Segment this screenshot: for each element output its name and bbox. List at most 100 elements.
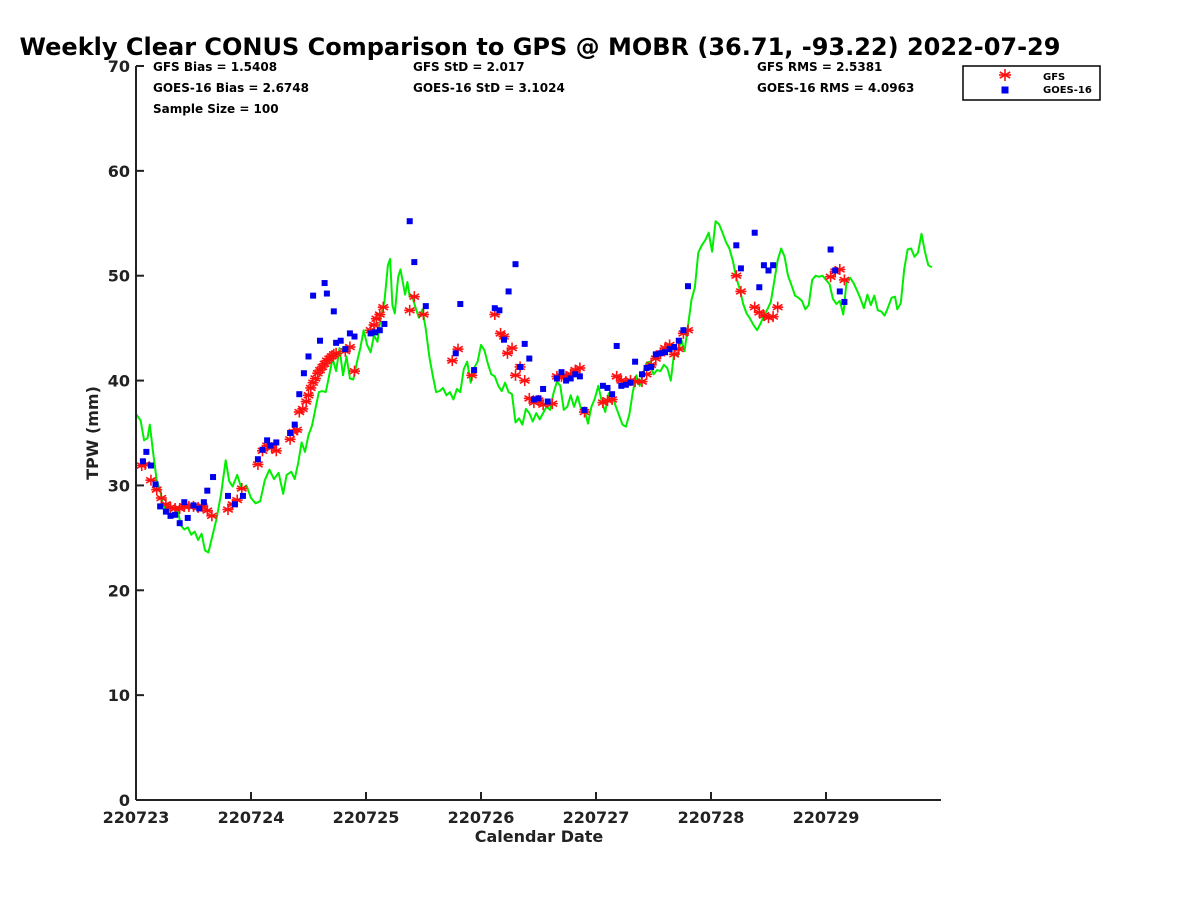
gfs-point (574, 362, 586, 374)
goes-16-point (521, 340, 528, 347)
gfs-point (636, 376, 648, 388)
stat-gfs-bias: GFS Bias = 1.5408 (153, 60, 277, 74)
goes-16-point (239, 492, 246, 499)
gfs-point (374, 309, 386, 321)
goes-16-point (765, 267, 772, 274)
goes-16-point (333, 339, 340, 346)
goes-16-point (563, 377, 570, 384)
goes-16-point (152, 481, 159, 488)
chart-title: Weekly Clear CONUS Comparison to GPS @ M… (20, 33, 1061, 61)
goes-16-point (372, 329, 379, 336)
goes-16-point (406, 218, 413, 225)
gfs-point (297, 403, 309, 415)
goes-16-point (639, 371, 645, 378)
gfs-point (252, 458, 264, 470)
goes-16-point (351, 333, 358, 340)
goes-16-point (291, 421, 298, 428)
stat-goes-std: GOES-16 StD = 3.1024 (413, 81, 565, 95)
gfs-point (510, 369, 521, 381)
goes-16-point (273, 439, 280, 446)
gfs-point (309, 372, 321, 384)
gfs-point (404, 304, 416, 316)
goes-16-point (254, 456, 261, 463)
goes-16-point (666, 346, 673, 353)
goes-16-point (501, 336, 507, 343)
legend-gfs-marker (999, 69, 1011, 81)
gfs-point (825, 271, 837, 283)
goes-16-point (367, 330, 374, 337)
goes-16-point (657, 350, 664, 357)
series-goes-16 (139, 218, 848, 527)
goes-16-point (544, 398, 551, 405)
goes-16-point (300, 370, 307, 377)
y-tick-label: 70 (108, 57, 130, 76)
goes-16-point (200, 499, 207, 506)
goes-16-point (317, 337, 323, 344)
goes-16-point (648, 363, 655, 370)
y-tick-label: 20 (108, 581, 130, 600)
goes-16-point (512, 261, 519, 268)
series-gps-line (135, 220, 933, 554)
gfs-point (377, 301, 389, 313)
goes-16-point (553, 375, 560, 382)
goes-16-point (176, 520, 183, 527)
goes-16-point (147, 462, 154, 469)
goes-16-point (264, 437, 271, 444)
goes-16-point (184, 514, 191, 521)
y-tick-label: 50 (108, 267, 130, 286)
goes-16-point (632, 358, 639, 365)
goes-16-point (337, 337, 344, 344)
goes-16-point (576, 373, 583, 380)
legend-gfs-asterisk (999, 69, 1011, 81)
gfs-point (772, 301, 784, 313)
goes-16-point (662, 349, 668, 356)
goes-16-point (496, 307, 503, 314)
goes-16-point (526, 355, 533, 362)
goes-16-point (287, 430, 294, 436)
axes: 0 10 20 30 40 50 60 70 220723 220724 220725 220726 2… (103, 57, 941, 827)
goes-16-point (321, 280, 328, 287)
goes-16-point (530, 396, 537, 403)
x-tick-label: 220726 (448, 808, 515, 827)
goes-16-point (751, 229, 758, 236)
goes-16-point (733, 242, 740, 249)
gfs-point (838, 274, 850, 286)
goes-16-point (827, 246, 834, 253)
goes-16-point (627, 379, 634, 386)
goes-16-point (259, 446, 266, 453)
goes-16-point (172, 511, 179, 518)
goes-16-point (305, 353, 312, 360)
gfs-point (236, 483, 248, 495)
gfs-point (668, 348, 680, 360)
goes-16-point (204, 487, 211, 494)
gfs-point (222, 504, 234, 516)
goes-16-point (604, 384, 611, 391)
goes-16-point (558, 369, 565, 376)
goes-16-point (760, 262, 767, 269)
goes-16-point (342, 346, 349, 353)
stat-sample-size: Sample Size = 100 (153, 102, 279, 116)
x-tick-label: 220727 (563, 808, 630, 827)
goes-16-point (770, 262, 777, 269)
goes-16-point (599, 382, 606, 389)
goes-16-point (381, 320, 388, 327)
goes-16-point (196, 505, 203, 512)
goes-16-point (572, 371, 579, 378)
goes-16-point (310, 292, 317, 299)
goes-16-point (225, 492, 231, 499)
y-tick-label: 60 (108, 162, 130, 181)
gfs-point (300, 396, 312, 408)
gfs-point (446, 355, 458, 367)
goes-16-point (376, 327, 383, 334)
goes-16-point (836, 288, 843, 295)
goes-16-point (581, 406, 588, 413)
gfs-point (312, 367, 324, 379)
gfs-point (749, 301, 761, 313)
legend: GFS GOES-16 (962, 65, 1101, 101)
goes-16-point (167, 512, 174, 519)
goes-16-point (139, 458, 146, 465)
goes-16-point (411, 259, 418, 266)
goes-16-point (832, 267, 839, 274)
goes-16-point (471, 367, 478, 374)
x-tick-label: 220728 (678, 808, 745, 827)
